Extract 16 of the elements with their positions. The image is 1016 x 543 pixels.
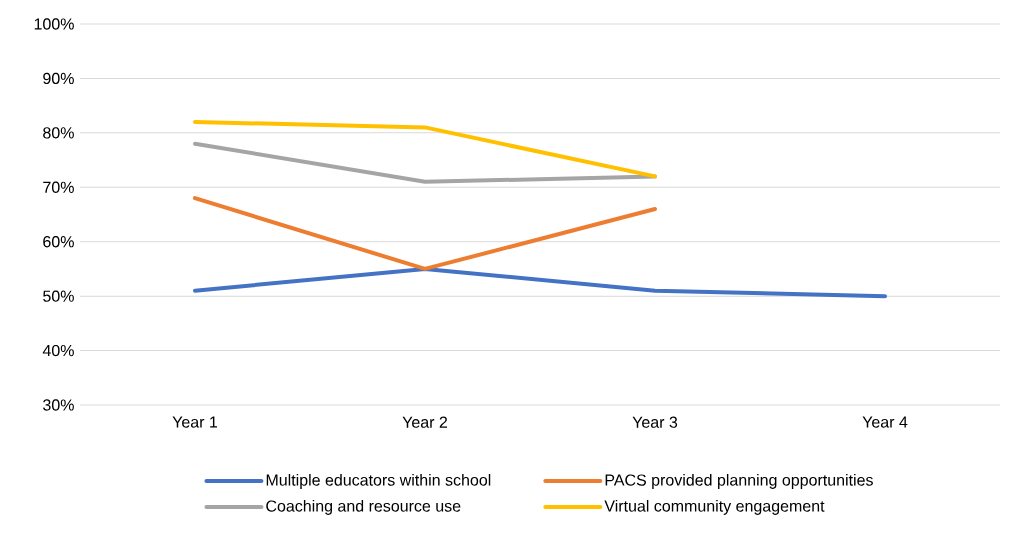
y-tick-label: 80% xyxy=(43,127,74,139)
y-tick-label: 60% xyxy=(43,236,74,248)
y-tick-label: 30% xyxy=(43,399,74,411)
y-tick-label: 70% xyxy=(43,181,74,193)
legend-label: Multiple educators within school xyxy=(266,473,491,489)
y-tick-label: 40% xyxy=(42,344,74,357)
legend-label: Virtual community engagement xyxy=(604,499,825,515)
y-tick-label: 50% xyxy=(43,290,74,302)
y-tick-label: 90% xyxy=(43,72,74,85)
x-tick-label: Year 2 xyxy=(402,416,448,428)
legend-label: Coaching and resource use xyxy=(266,499,461,515)
x-tick-label: Year 3 xyxy=(632,416,678,428)
y-tick-label: 100% xyxy=(34,18,74,30)
x-tick-label: Year 4 xyxy=(862,416,908,428)
legend-label: PACS provided planning opportunities xyxy=(605,473,873,489)
x-tick-label: Year 1 xyxy=(172,416,218,428)
